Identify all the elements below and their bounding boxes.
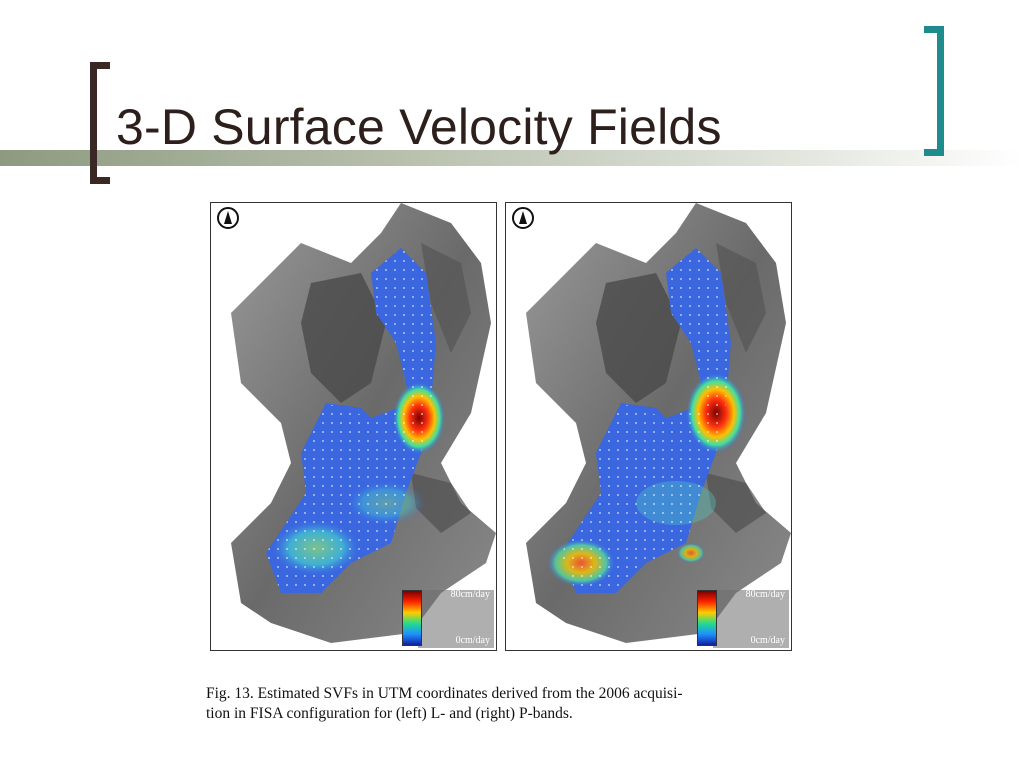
caption-line-1: Fig. 13. Estimated SVFs in UTM coordinat… bbox=[206, 685, 683, 702]
north-arrow-icon bbox=[217, 207, 239, 229]
slide-title: 3-D Surface Velocity Fields bbox=[116, 99, 722, 155]
velocity-map-left-panel: 80cm/day 0cm/day bbox=[210, 202, 497, 651]
right-bracket-decoration bbox=[924, 26, 944, 156]
velocity-map-right-panel: 80cm/day 0cm/day bbox=[505, 202, 792, 651]
figure-caption: Fig. 13. Estimated SVFs in UTM coordinat… bbox=[206, 684, 806, 724]
title-accent-bar bbox=[0, 150, 1024, 166]
left-bracket-decoration bbox=[90, 62, 110, 184]
colorbar-min-label: 0cm/day bbox=[750, 635, 785, 646]
colorbar-min-label: 0cm/day bbox=[455, 635, 490, 646]
colorbar bbox=[402, 590, 422, 646]
colorbar bbox=[697, 590, 717, 646]
colorbar-max-label: 80cm/day bbox=[745, 589, 785, 600]
velocity-map-left bbox=[231, 203, 496, 643]
caption-line-2: tion in FISA configuration for (left) L-… bbox=[206, 705, 573, 722]
north-arrow-icon bbox=[512, 207, 534, 229]
velocity-map-right bbox=[526, 203, 791, 643]
colorbar-box bbox=[418, 590, 494, 648]
colorbar-box bbox=[713, 590, 789, 648]
colorbar-max-label: 80cm/day bbox=[450, 589, 490, 600]
